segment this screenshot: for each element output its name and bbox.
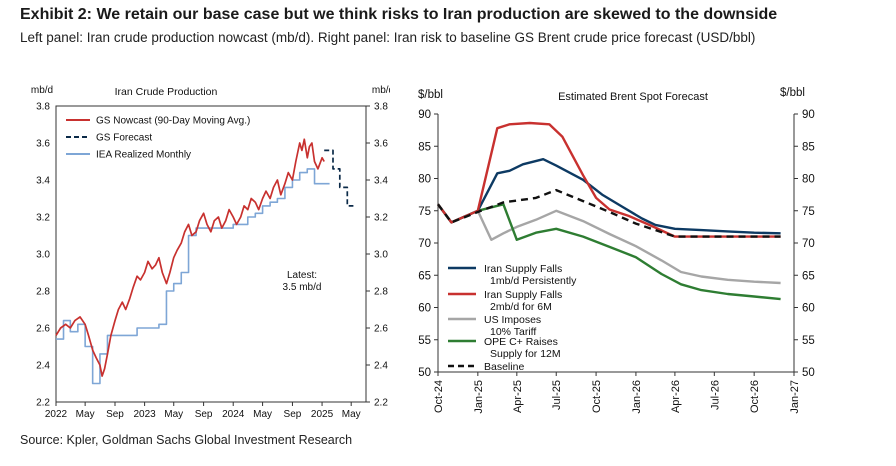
iran-2mbd-line: [437, 121, 781, 238]
y-tick-label-right: 90: [802, 109, 815, 121]
legend-label: 10% Tariff: [490, 326, 536, 338]
y-tick-label-left: 50: [418, 367, 431, 379]
y-tick-label-left: 2.4: [36, 361, 50, 372]
iran-1mbd-line: [437, 158, 781, 235]
x-tick-label: Sep: [106, 409, 124, 420]
iran-production-svg: Iran Crude Production mb/d mb/d 3.8 3.8 3.6 3.…: [31, 85, 394, 420]
y-tick-label-left: 60: [418, 303, 431, 315]
exhibit-subtitle: Left panel: Iran crude production nowcas…: [20, 30, 756, 45]
y-tick-label-left: 2.8: [36, 287, 50, 298]
x-tick-label: Sep: [284, 409, 302, 420]
y-tick-label-right: 60: [802, 303, 815, 315]
y-tick-label-left: 70: [418, 238, 431, 250]
y-tick-label-left: 3.8: [36, 102, 50, 113]
y-tick-label-left: 65: [418, 270, 431, 282]
right-y-axis-label: mb/d: [372, 85, 390, 96]
legend-label: US Imposes: [484, 314, 541, 326]
y-tick-label-right: 65: [802, 270, 815, 282]
series-line-gs-nowcast: [55, 138, 325, 377]
series-line-iea-realized: [56, 168, 330, 385]
y-tick-label-left: 80: [418, 174, 431, 186]
x-tick-label: May: [76, 409, 95, 420]
y-tick-label-left: 3.4: [36, 176, 50, 187]
legend-label: 2mb/d for 6M: [490, 301, 552, 313]
y-tick-label-left: 2.2: [36, 398, 50, 409]
legend-label: Iran Supply Falls: [484, 263, 562, 275]
y-tick-label-right: 3.6: [374, 139, 388, 150]
y-tick-label-left: 3.6: [36, 139, 50, 150]
x-tick-label: Jul-25: [551, 380, 563, 410]
iran-production-chart: Iran Crude Production mb/d mb/d 3.8 3.8 3.6 3.…: [18, 76, 394, 426]
legend-label: Iran Supply Falls: [484, 289, 562, 301]
x-tick-label: May: [253, 409, 272, 420]
x-tick-label: Apr-26: [670, 380, 682, 413]
x-tick-label: May: [164, 409, 183, 420]
y-tick-label-right: 3.8: [374, 102, 388, 113]
latest-annotation: 3.5 mb/d: [283, 282, 322, 293]
right-chart-title: Estimated Brent Spot Forecast: [558, 91, 708, 103]
x-tick-label: Oct-26: [749, 380, 761, 413]
x-tick-label: 2022: [45, 409, 68, 420]
y-tick-label-right: 2.2: [374, 398, 388, 409]
y-tick-label-left: 2.6: [36, 324, 50, 335]
y-tick-label-right: 70: [802, 238, 815, 250]
brent-forecast-chart: Estimated Brent Spot Forecast $/bbl $/bbl 9…: [404, 76, 856, 426]
y-tick-label-right: 50: [802, 367, 815, 379]
brent-forecast-svg: Estimated Brent Spot Forecast $/bbl $/bbl 9…: [418, 87, 815, 414]
legend-label: Baseline: [484, 361, 524, 373]
legend-label: 1mb/d Persistently: [490, 275, 577, 287]
legend-label: GS Nowcast (90-Day Moving Avg.): [96, 116, 250, 127]
us-tariff-line: [437, 203, 781, 285]
source-note: Source: Kpler, Goldman Sachs Global Inve…: [20, 433, 353, 447]
x-tick-label: Jan-27: [789, 380, 801, 414]
baseline-line: [437, 188, 781, 238]
y-tick-label-left: 75: [418, 206, 431, 218]
y-tick-label-right: 3.4: [374, 176, 388, 187]
x-tick-label: Jan-26: [631, 380, 643, 414]
left-y-axis-label: mb/d: [31, 85, 53, 96]
x-tick-label: Oct-25: [591, 380, 603, 413]
y-tick-label-right: 80: [802, 174, 815, 186]
y-tick-label-left: 55: [418, 335, 431, 347]
left-y-axis-label: $/bbl: [418, 89, 443, 101]
x-tick-label: Jan-25: [473, 380, 485, 414]
y-tick-label-left: 90: [418, 109, 431, 121]
x-tick-label: 2024: [222, 409, 245, 420]
y-tick-label-left: 3.0: [36, 250, 50, 261]
exhibit-title: Exhibit 2: We retain our base case but w…: [20, 6, 778, 23]
y-tick-label-right: 3.2: [374, 213, 388, 224]
x-tick-label: Apr-25: [512, 380, 524, 413]
y-tick-label-right: 55: [802, 335, 815, 347]
y-tick-label-right: 2.4: [374, 361, 388, 372]
right-y-axis-label: $/bbl: [780, 87, 805, 99]
series-line-gs-forecast: [324, 149, 354, 207]
legend-label: IEA Realized Monthly: [96, 150, 191, 161]
x-tick-label: 2023: [133, 409, 156, 420]
y-tick-label-right: 85: [802, 141, 815, 153]
y-tick-label-right: 3.0: [374, 250, 388, 261]
y-tick-label-left: 3.2: [36, 213, 50, 224]
left-chart-title: Iran Crude Production: [115, 86, 218, 98]
legend-label: Supply for 12M: [490, 348, 561, 360]
x-tick-label: May: [342, 409, 361, 420]
legend-label: GS Forecast: [96, 133, 152, 144]
x-tick-label: Sep: [195, 409, 213, 420]
latest-annotation: Latest:: [287, 270, 317, 281]
x-tick-label: Jul-26: [709, 380, 721, 410]
x-tick-label: 2025: [311, 409, 334, 420]
y-tick-label-left: 85: [418, 141, 431, 153]
y-tick-label-right: 2.8: [374, 287, 388, 298]
x-tick-label: Oct-24: [433, 380, 445, 413]
legend-label: OPE C+ Raises: [484, 336, 558, 348]
y-tick-label-right: 75: [802, 206, 815, 218]
y-tick-label-right: 2.6: [374, 324, 388, 335]
